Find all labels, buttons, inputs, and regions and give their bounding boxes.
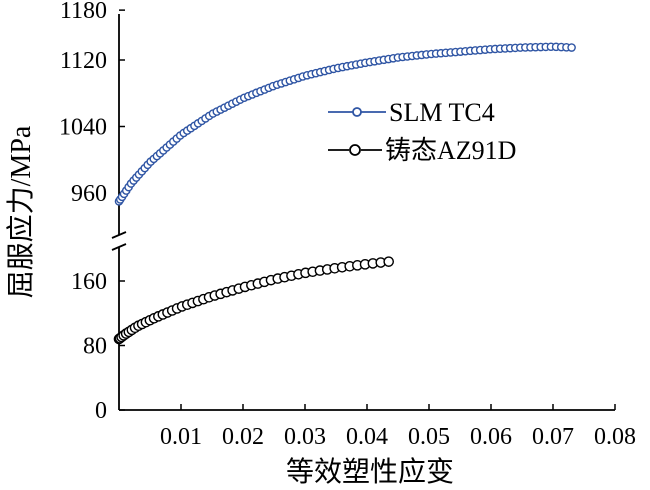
x-tick-label: 0.07 — [532, 424, 574, 450]
x-tick-label: 0.01 — [160, 424, 202, 450]
legend-label-az91d: 铸态AZ91D — [385, 136, 516, 165]
x-tick-label: 0.06 — [470, 424, 512, 450]
y-tick-label: 160 — [71, 269, 107, 295]
legend-marker-az91d — [349, 144, 361, 156]
x-axis-title: 等效塑性应变 — [286, 456, 454, 488]
ticks: 0.01 0.02 0.03 0.04 0.05 0.06 0.07 0.08 960 1040 1… — [59, 0, 636, 450]
x-tick-label: 0.08 — [594, 424, 636, 450]
series-slm-tc4 — [114, 42, 576, 206]
x-tick-label: 0.02 — [222, 424, 264, 450]
x-tick-label: 0.03 — [284, 424, 326, 450]
y-tick-label: 80 — [83, 334, 107, 360]
y-tick-label: 1040 — [59, 115, 107, 141]
y-tick-label: 1180 — [60, 0, 107, 24]
data-point — [567, 43, 576, 52]
series-as-cast-az91d — [113, 256, 395, 345]
legend-label-slm: SLM TC4 — [389, 98, 495, 127]
legend-marker-slm — [352, 107, 362, 117]
axis-break-mark — [111, 243, 127, 251]
series-layer — [113, 42, 576, 345]
legend: SLM TC4 铸态AZ91D — [328, 98, 516, 165]
data-point — [383, 256, 395, 267]
axis-break-mark — [111, 231, 127, 239]
axes — [111, 14, 615, 411]
x-tick-label: 0.04 — [346, 424, 388, 450]
y-tick-label: 960 — [71, 181, 107, 207]
y-tick-label: 0 — [95, 398, 107, 424]
y-tick-label: 1120 — [60, 48, 107, 74]
x-tick-label: 0.05 — [408, 424, 450, 450]
y-axis-title: 屈服应力/MPa — [5, 125, 37, 298]
